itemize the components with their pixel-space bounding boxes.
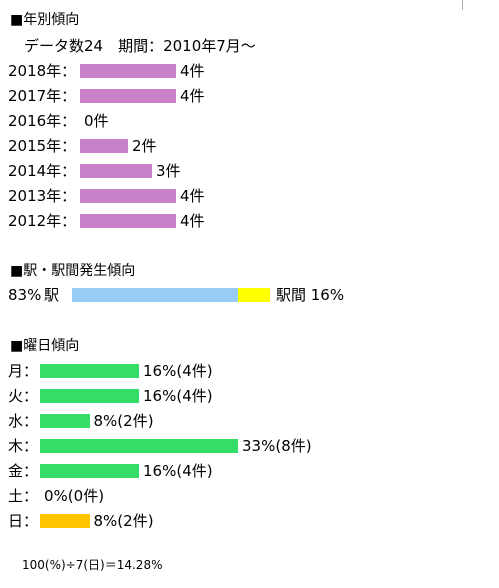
weekday-value: 16%(4件) [143, 362, 213, 380]
yearly-bar [80, 89, 176, 103]
yearly-label: 2012年： [8, 212, 77, 230]
yearly-label: 2016年： [8, 112, 77, 130]
yearly-value: 4件 [180, 212, 205, 230]
yearly-bar [80, 139, 128, 153]
weekday-value: 16%(4件) [143, 387, 213, 405]
between-label: 駅間 16% [276, 286, 345, 304]
between-bar [238, 288, 270, 302]
weekday-label: 木： [8, 437, 39, 455]
weekday-value: 33%(8件) [242, 437, 312, 455]
yearly-bar [80, 164, 152, 178]
weekday-row: 水： 8%(2件) [8, 411, 368, 431]
yearly-value: 4件 [180, 62, 205, 80]
yearly-value: 0件 [84, 112, 109, 130]
yearly-value: 4件 [180, 87, 205, 105]
yearly-label: 2015年： [8, 137, 77, 155]
station-title: ■駅・駅間発生傾向 [10, 263, 136, 279]
yearly-row: 2013年： 4件 [8, 186, 308, 206]
yearly-bar [80, 214, 176, 228]
weekday-label: 金： [8, 462, 39, 480]
weekday-label: 土： [8, 487, 39, 505]
weekday-row: 日： 8%(2件) [8, 511, 368, 531]
yearly-label: 2013年： [8, 187, 77, 205]
weekday-row: 土： 0%(0件) [8, 486, 368, 506]
yearly-label: 2017年： [8, 87, 77, 105]
weekday-value: 8%(2件) [93, 512, 154, 530]
weekday-label: 水： [8, 412, 39, 430]
station-bar [72, 288, 238, 302]
weekday-label: 日： [8, 512, 39, 530]
weekday-value: 8%(2件) [93, 412, 154, 430]
weekday-value: 16%(4件) [143, 462, 213, 480]
yearly-row: 2012年： 4件 [8, 211, 308, 231]
yearly-title: ■年別傾向 [10, 12, 80, 28]
weekday-bar [40, 364, 139, 378]
weekday-title: ■曜日傾向 [10, 338, 80, 354]
weekday-value: 0%(0件) [44, 487, 105, 505]
yearly-label: 2018年： [8, 62, 77, 80]
station-percent: 83% [8, 286, 42, 304]
station-label: 駅 [44, 286, 60, 304]
yearly-row: 2015年： 2件 [8, 136, 308, 156]
yearly-bar [80, 64, 176, 78]
weekday-bar [40, 464, 139, 478]
weekday-bar [40, 389, 139, 403]
top-divider [462, 0, 463, 10]
station-chart: 83% 駅 駅間 16% [8, 285, 488, 305]
weekday-row: 木： 33%(8件) [8, 436, 368, 456]
weekday-bar [40, 414, 90, 428]
weekday-bar [40, 439, 238, 453]
yearly-row: 2017年： 4件 [8, 86, 308, 106]
yearly-row: 2016年： 0件 [8, 111, 308, 131]
weekday-footnote: 100(%)÷7(日)＝14.28% [22, 558, 163, 572]
yearly-bar [80, 189, 176, 203]
weekday-bar [40, 514, 90, 528]
yearly-value: 3件 [156, 162, 181, 180]
weekday-label: 火： [8, 387, 39, 405]
yearly-row: 2018年： 4件 [8, 61, 308, 81]
weekday-row: 火： 16%(4件) [8, 386, 368, 406]
weekday-row: 月： 16%(4件) [8, 361, 368, 381]
yearly-row: 2014年： 3件 [8, 161, 308, 181]
weekday-row: 金： 16%(4件) [8, 461, 368, 481]
yearly-value: 4件 [180, 187, 205, 205]
yearly-value: 2件 [132, 137, 157, 155]
weekday-label: 月： [8, 362, 39, 380]
yearly-label: 2014年： [8, 162, 77, 180]
yearly-subtitle: データ数24 期間：2010年7月～ [24, 37, 256, 55]
